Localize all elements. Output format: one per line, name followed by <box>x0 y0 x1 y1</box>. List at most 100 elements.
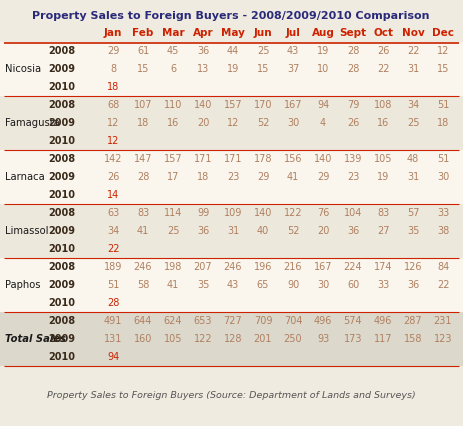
Text: 20: 20 <box>197 118 209 128</box>
Text: 158: 158 <box>404 334 422 344</box>
Text: 31: 31 <box>407 172 419 182</box>
Text: 12: 12 <box>107 118 119 128</box>
Text: 40: 40 <box>257 226 269 236</box>
Text: 2010: 2010 <box>49 244 75 254</box>
Text: 22: 22 <box>407 46 419 56</box>
Text: 36: 36 <box>197 46 209 56</box>
Text: 201: 201 <box>254 334 272 344</box>
Text: 99: 99 <box>197 208 209 218</box>
Text: 2008: 2008 <box>49 208 75 218</box>
Text: 170: 170 <box>254 100 272 110</box>
Text: Limassol: Limassol <box>5 226 49 236</box>
Text: 128: 128 <box>224 334 242 344</box>
Text: 6: 6 <box>170 64 176 74</box>
Text: 114: 114 <box>164 208 182 218</box>
Text: 27: 27 <box>377 226 389 236</box>
Text: 216: 216 <box>284 262 302 272</box>
Text: 58: 58 <box>137 280 149 290</box>
Bar <box>0 204 463 258</box>
Text: May: May <box>221 28 245 38</box>
Text: 105: 105 <box>374 154 392 164</box>
Text: 207: 207 <box>194 262 213 272</box>
Text: 2009: 2009 <box>49 172 75 182</box>
Text: 147: 147 <box>134 154 152 164</box>
Text: 196: 196 <box>254 262 272 272</box>
Text: 13: 13 <box>197 64 209 74</box>
Bar <box>0 366 463 426</box>
Text: 29: 29 <box>107 46 119 56</box>
Text: 107: 107 <box>134 100 152 110</box>
Text: 2008: 2008 <box>49 154 75 164</box>
Text: 2008: 2008 <box>49 262 75 272</box>
Text: 2010: 2010 <box>49 352 75 362</box>
Text: 122: 122 <box>194 334 213 344</box>
Text: 15: 15 <box>137 64 149 74</box>
Text: 43: 43 <box>227 280 239 290</box>
Text: Larnaca: Larnaca <box>5 172 45 182</box>
Text: 18: 18 <box>107 82 119 92</box>
Text: 2009: 2009 <box>49 334 75 344</box>
Text: 84: 84 <box>437 262 449 272</box>
Text: 52: 52 <box>257 118 269 128</box>
Text: 109: 109 <box>224 208 242 218</box>
Text: 43: 43 <box>287 46 299 56</box>
Text: 104: 104 <box>344 208 362 218</box>
Text: 26: 26 <box>377 46 389 56</box>
Text: 140: 140 <box>314 154 332 164</box>
Text: 110: 110 <box>164 100 182 110</box>
Text: 2009: 2009 <box>49 118 75 128</box>
Text: Dec: Dec <box>432 28 454 38</box>
Text: 19: 19 <box>227 64 239 74</box>
Text: 171: 171 <box>224 154 242 164</box>
Bar <box>0 150 463 204</box>
Text: 28: 28 <box>347 64 359 74</box>
Text: 246: 246 <box>224 262 242 272</box>
Text: 35: 35 <box>407 226 419 236</box>
Text: Nicosia: Nicosia <box>5 64 41 74</box>
Text: Apr: Apr <box>193 28 213 38</box>
Text: 48: 48 <box>407 154 419 164</box>
Text: Nov: Nov <box>401 28 425 38</box>
Text: 17: 17 <box>167 172 179 182</box>
Text: 25: 25 <box>257 46 269 56</box>
Text: 28: 28 <box>107 298 119 308</box>
Text: 727: 727 <box>224 316 242 326</box>
Text: 15: 15 <box>257 64 269 74</box>
Text: 51: 51 <box>437 100 449 110</box>
Bar <box>0 96 463 150</box>
Text: 122: 122 <box>284 208 302 218</box>
Text: 4: 4 <box>320 118 326 128</box>
Text: 18: 18 <box>137 118 149 128</box>
Text: 68: 68 <box>107 100 119 110</box>
Text: 63: 63 <box>107 208 119 218</box>
Text: 246: 246 <box>134 262 152 272</box>
Text: 2010: 2010 <box>49 190 75 200</box>
Text: 12: 12 <box>107 136 119 146</box>
Text: 22: 22 <box>107 244 119 254</box>
Text: 34: 34 <box>107 226 119 236</box>
Text: 167: 167 <box>284 100 302 110</box>
Text: 105: 105 <box>164 334 182 344</box>
Text: 26: 26 <box>347 118 359 128</box>
Text: 37: 37 <box>287 64 299 74</box>
Text: Paphos: Paphos <box>5 280 40 290</box>
Text: 36: 36 <box>197 226 209 236</box>
Text: 624: 624 <box>164 316 182 326</box>
Text: 496: 496 <box>314 316 332 326</box>
Bar <box>0 258 463 312</box>
Text: 117: 117 <box>374 334 392 344</box>
Text: 167: 167 <box>314 262 332 272</box>
Text: 157: 157 <box>164 154 182 164</box>
Text: 31: 31 <box>407 64 419 74</box>
Text: 171: 171 <box>194 154 212 164</box>
Text: 15: 15 <box>437 64 449 74</box>
Text: 18: 18 <box>197 172 209 182</box>
Text: 574: 574 <box>344 316 363 326</box>
Text: 224: 224 <box>344 262 363 272</box>
Text: Mar: Mar <box>162 28 184 38</box>
Text: 23: 23 <box>347 172 359 182</box>
Text: 33: 33 <box>377 280 389 290</box>
Text: 174: 174 <box>374 262 392 272</box>
Text: 12: 12 <box>437 46 449 56</box>
Text: Property Sales to Foreign Buyers (Source: Department of Lands and Surveys): Property Sales to Foreign Buyers (Source… <box>47 391 415 400</box>
